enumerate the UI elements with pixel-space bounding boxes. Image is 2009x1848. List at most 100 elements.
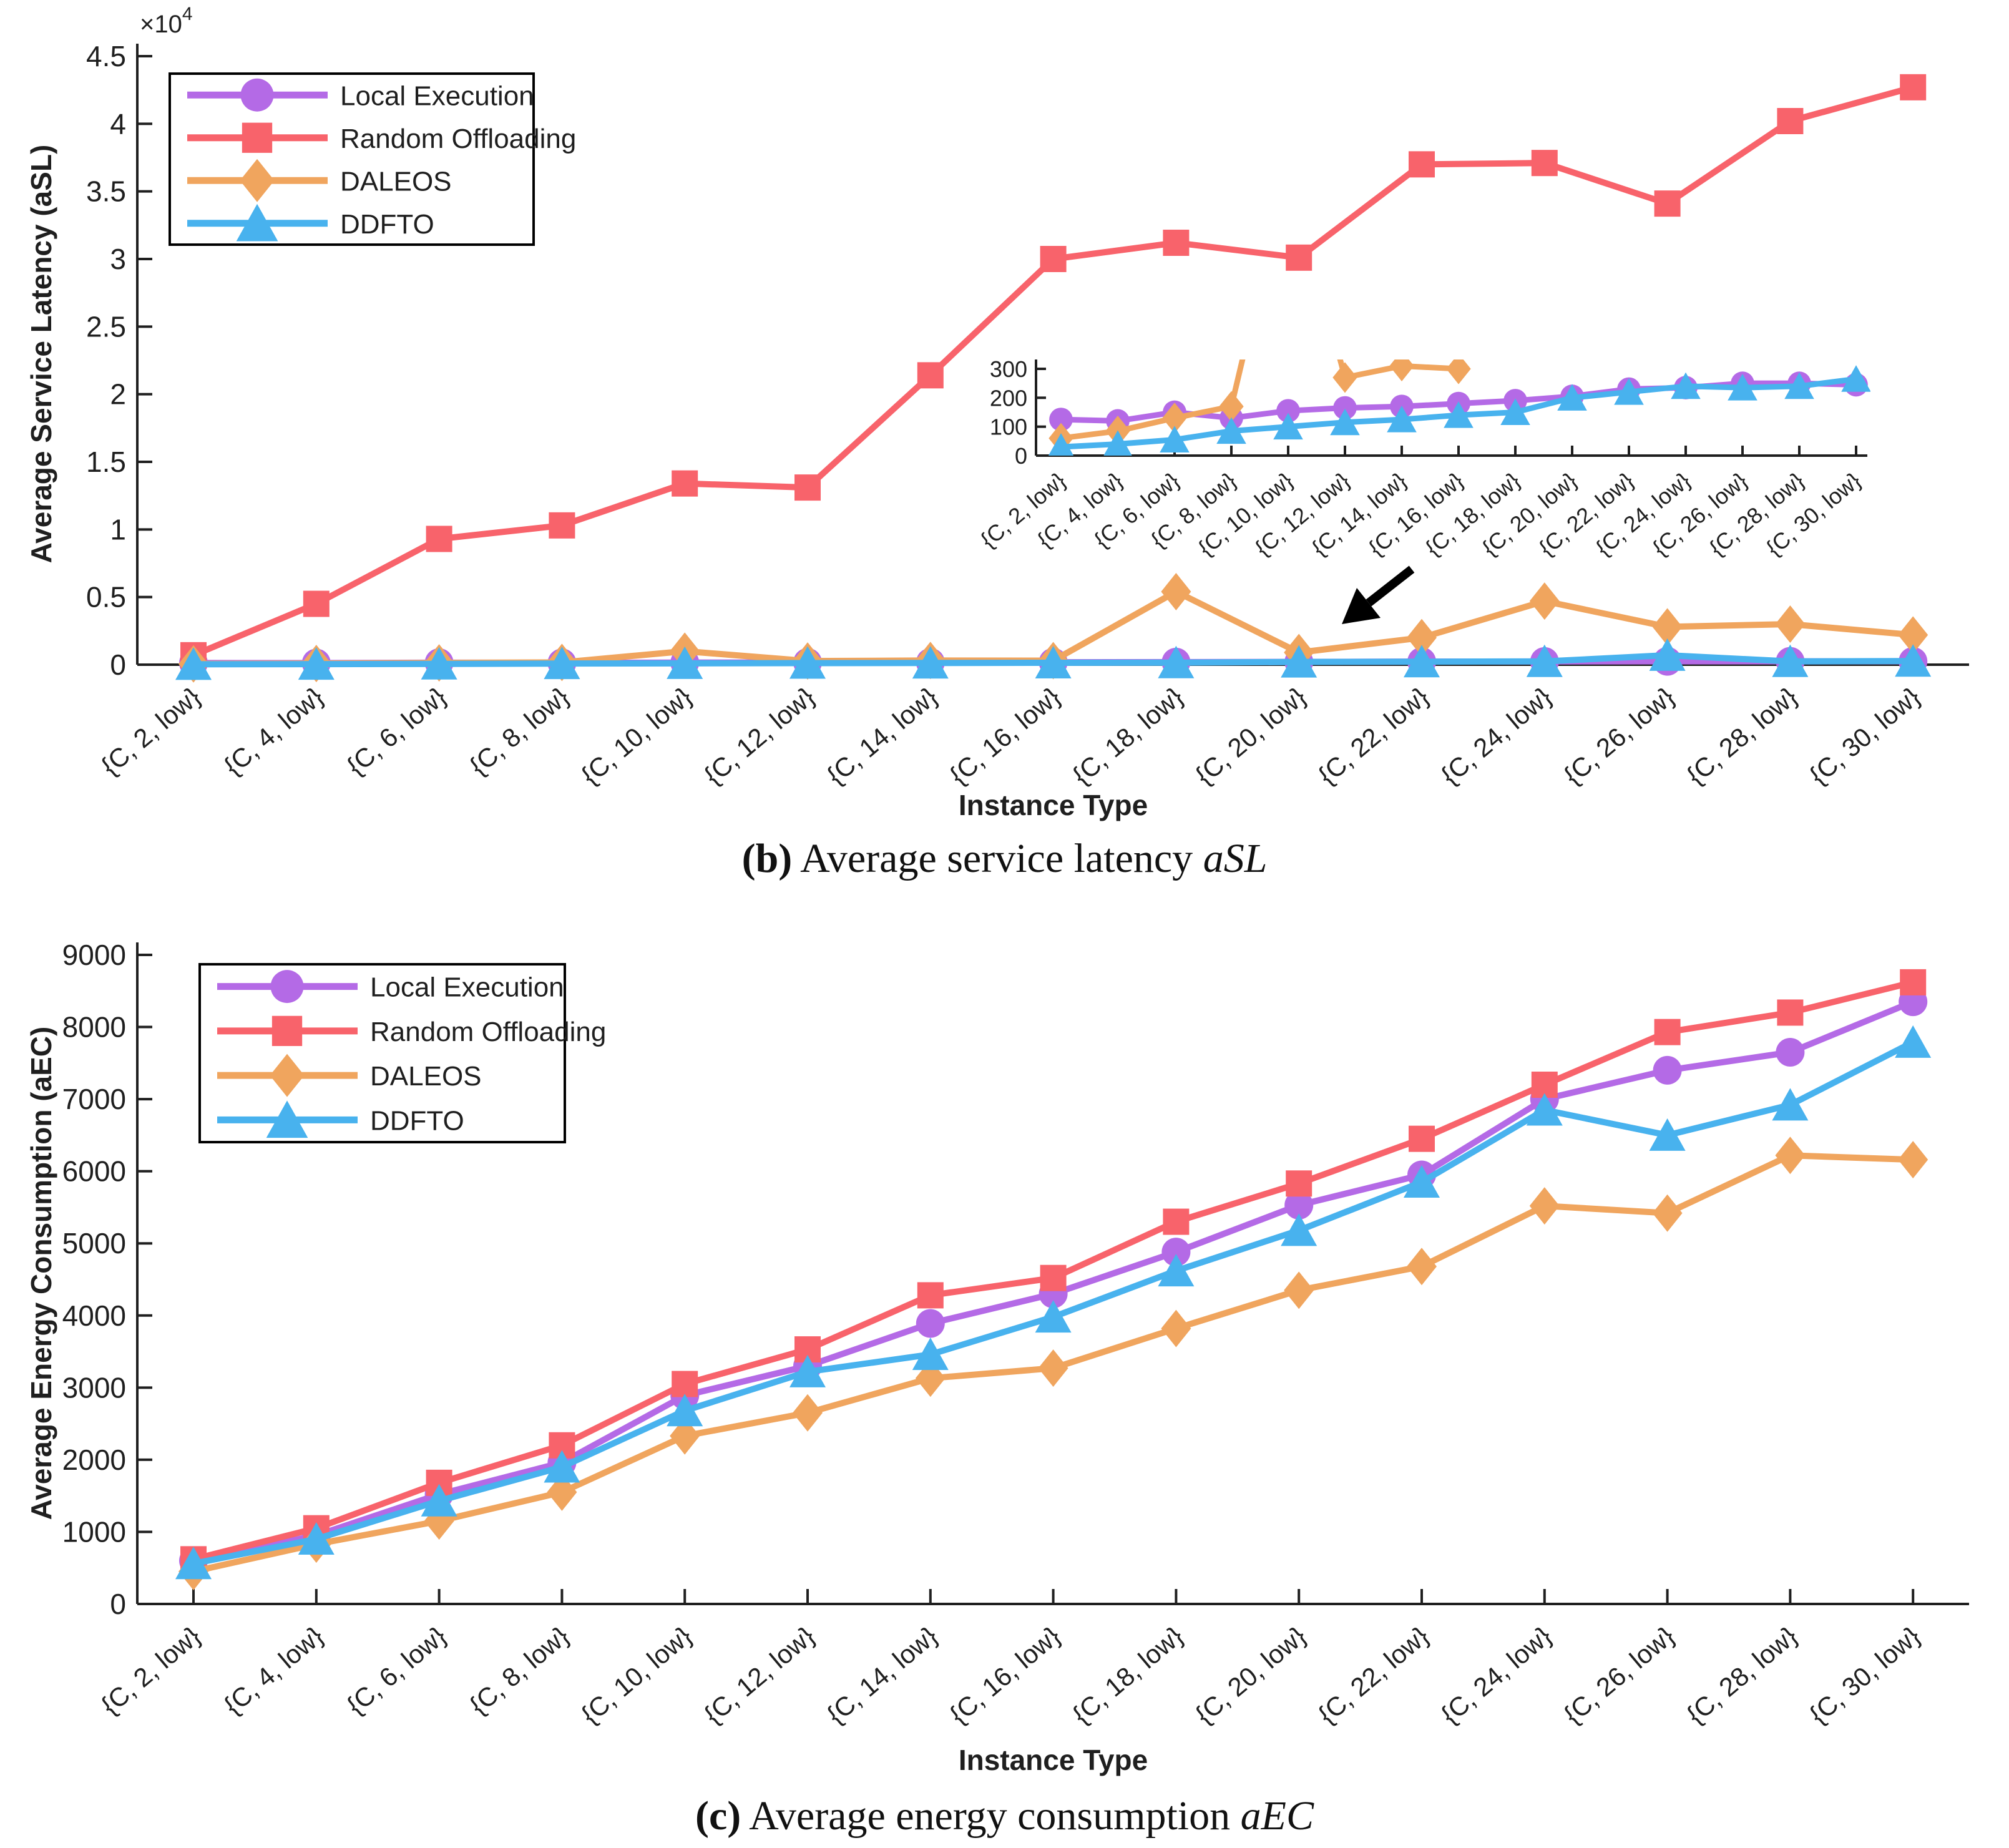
svg-text:3.5: 3.5 bbox=[86, 175, 126, 208]
legend-item-random-offloading: Random Offloading bbox=[217, 1015, 606, 1047]
series-ddfto-c bbox=[175, 1025, 1932, 1580]
y-axis-label-b: Average Service Latency (aSL) bbox=[25, 145, 57, 564]
caption-c-math: aEC bbox=[1240, 1793, 1314, 1839]
svg-text:{C, 18, low}: {C, 18, low} bbox=[1067, 1621, 1188, 1729]
svg-text:1.5: 1.5 bbox=[86, 446, 126, 478]
inset-y-tick-labels: 0 100 200 300 bbox=[990, 356, 1027, 469]
svg-text:Random Offloading: Random Offloading bbox=[340, 124, 576, 154]
y-multiplier-label: ×104 bbox=[140, 4, 193, 38]
svg-text:DALEOS: DALEOS bbox=[370, 1061, 482, 1092]
caption-c-text: Average energy consumption bbox=[741, 1793, 1241, 1839]
svg-text:{C, 24, low}: {C, 24, low} bbox=[1435, 1621, 1557, 1729]
legend-item-local-execution: Local Execution bbox=[217, 970, 564, 1004]
svg-text:5000: 5000 bbox=[62, 1227, 126, 1259]
svg-text:{C, 22, low}: {C, 22, low} bbox=[1312, 682, 1434, 790]
svg-text:{C, 4, low}: {C, 4, low} bbox=[218, 1621, 329, 1720]
svg-text:DDFTO: DDFTO bbox=[370, 1105, 464, 1136]
x-tick-labels-b: {C, 2, low} {C, 4, low} {C, 6, low} {C, 8, … bbox=[95, 682, 1925, 790]
svg-text:Local Execution: Local Execution bbox=[340, 81, 534, 111]
annotation-arrow bbox=[1342, 565, 1415, 624]
svg-text:{C, 12, low}: {C, 12, low} bbox=[698, 682, 820, 790]
svg-text:2000: 2000 bbox=[62, 1444, 126, 1476]
chart-b: 0 0.5 1 1.5 2 2.5 3 3.5 4 4.5 {C, 2, low} {C, 4, lo… bbox=[25, 4, 1969, 821]
svg-text:{C, 16, low}: {C, 16, low} bbox=[944, 1621, 1066, 1729]
svg-text:1: 1 bbox=[110, 513, 126, 545]
svg-text:100: 100 bbox=[990, 414, 1027, 440]
inset-chart-b: 0 100 200 300 {C, 2, low}{C, 4, low}{C, 6, l… bbox=[975, 356, 1870, 561]
svg-text:2: 2 bbox=[110, 378, 126, 411]
axes-c bbox=[136, 942, 1969, 1605]
x-axis-label-c: Instance Type bbox=[959, 1744, 1148, 1776]
svg-text:4: 4 bbox=[110, 107, 126, 140]
legend-item-daleos: DALEOS bbox=[217, 1054, 482, 1097]
svg-text:{C, 28, low}: {C, 28, low} bbox=[1681, 682, 1802, 790]
svg-text:{C, 30, low}: {C, 30, low} bbox=[1804, 682, 1925, 790]
svg-text:{C, 20, low}: {C, 20, low} bbox=[1190, 1621, 1311, 1729]
svg-text:Local Execution: Local Execution bbox=[370, 972, 564, 1003]
svg-text:0: 0 bbox=[1015, 443, 1027, 469]
svg-text:{C, 12, low}: {C, 12, low} bbox=[698, 1621, 820, 1729]
svg-text:{C, 20, low}: {C, 20, low} bbox=[1190, 682, 1311, 790]
svg-text:{C, 18, low}: {C, 18, low} bbox=[1067, 682, 1188, 790]
caption-chart-c: (c) Average energy consumption aEC bbox=[0, 1792, 2009, 1840]
legend-item-random-offloading: Random Offloading bbox=[187, 122, 576, 154]
svg-text:Random Offloading: Random Offloading bbox=[370, 1017, 606, 1047]
svg-text:{C, 2, low}: {C, 2, low} bbox=[95, 1621, 206, 1720]
caption-b-text: Average service latency bbox=[792, 836, 1203, 881]
y-tick-labels-c: 0 1000 2000 3000 4000 5000 6000 7000 8000 9000 bbox=[62, 939, 126, 1620]
caption-chart-b: (b) Average service latency aSL bbox=[0, 835, 2009, 882]
caption-b-label: (b) bbox=[741, 836, 793, 881]
svg-text:300: 300 bbox=[990, 356, 1027, 382]
series-random-offloading-c bbox=[180, 969, 1927, 1573]
legend-b: Local Execution Random Offloading DALEOS DD… bbox=[169, 72, 576, 246]
svg-text:DALEOS: DALEOS bbox=[340, 166, 452, 197]
svg-text:9000: 9000 bbox=[62, 939, 126, 971]
svg-text:{C, 6, low}: {C, 6, low} bbox=[341, 682, 452, 781]
svg-text:{C, 28, low}: {C, 28, low} bbox=[1681, 1621, 1802, 1729]
svg-text:{C, 8, low}: {C, 8, low} bbox=[464, 1621, 574, 1720]
svg-text:3000: 3000 bbox=[62, 1371, 126, 1404]
svg-text:0.5: 0.5 bbox=[86, 581, 126, 614]
svg-text:4000: 4000 bbox=[62, 1299, 126, 1332]
svg-text:2.5: 2.5 bbox=[86, 310, 126, 343]
legend-item-ddfto: DDFTO bbox=[187, 203, 434, 242]
x-tick-labels-c: {C, 2, low} {C, 4, low} {C, 6, low} {C, 8, … bbox=[95, 1621, 1925, 1729]
svg-text:{C, 30, low}: {C, 30, low} bbox=[1804, 1621, 1925, 1729]
svg-text:0: 0 bbox=[110, 648, 126, 681]
svg-text:7000: 7000 bbox=[62, 1083, 126, 1115]
caption-c-label: (c) bbox=[695, 1793, 741, 1839]
svg-text:DDFTO: DDFTO bbox=[340, 209, 434, 240]
svg-text:200: 200 bbox=[990, 385, 1027, 411]
chart-c: 0 1000 2000 3000 4000 5000 6000 7000 8000 9000 {C,… bbox=[25, 939, 1969, 1776]
svg-text:6000: 6000 bbox=[62, 1155, 126, 1188]
series-daleos-c bbox=[178, 1137, 1928, 1590]
svg-text:4.5: 4.5 bbox=[86, 40, 126, 72]
svg-text:{C, 14, low}: {C, 14, low} bbox=[821, 682, 943, 790]
y-tick-labels-b: 0 0.5 1 1.5 2 2.5 3 3.5 4 4.5 bbox=[86, 40, 126, 681]
svg-text:{C, 6, low}: {C, 6, low} bbox=[341, 1621, 452, 1720]
svg-text:{C, 10, low}: {C, 10, low} bbox=[575, 1621, 697, 1729]
legend-item-ddfto: DDFTO bbox=[217, 1100, 464, 1138]
series-random-offloading-b bbox=[180, 74, 1927, 668]
inset-x-tick-labels: {C, 2, low}{C, 4, low}{C, 6, low}{C, 8, … bbox=[975, 467, 1865, 561]
svg-text:{C, 22, low}: {C, 22, low} bbox=[1312, 1621, 1434, 1729]
series-ddfto-b bbox=[175, 638, 1932, 680]
svg-text:{C, 14, low}: {C, 14, low} bbox=[821, 1621, 943, 1729]
svg-text:{C, 24, low}: {C, 24, low} bbox=[1435, 682, 1557, 790]
y-axis-label-c: Average Energy Consumption (aEC) bbox=[25, 1027, 57, 1520]
svg-text:3: 3 bbox=[110, 243, 126, 275]
svg-text:8000: 8000 bbox=[62, 1011, 126, 1044]
svg-text:1000: 1000 bbox=[62, 1515, 126, 1548]
svg-text:{C, 26, low}: {C, 26, low} bbox=[1558, 682, 1680, 790]
svg-text:{C, 2, low}: {C, 2, low} bbox=[95, 682, 206, 781]
legend-c: Local Execution Random Offloading DALEOS DD… bbox=[198, 963, 606, 1143]
svg-text:{C, 10, low}: {C, 10, low} bbox=[575, 682, 697, 790]
svg-text:{C, 8, low}: {C, 8, low} bbox=[464, 682, 574, 781]
inset-series bbox=[1048, 359, 1870, 456]
legend-item-local-execution: Local Execution bbox=[187, 78, 534, 112]
svg-text:{C, 4, low}: {C, 4, low} bbox=[218, 682, 329, 781]
svg-text:0: 0 bbox=[110, 1588, 126, 1620]
svg-text:{C, 26, low}: {C, 26, low} bbox=[1558, 1621, 1680, 1729]
